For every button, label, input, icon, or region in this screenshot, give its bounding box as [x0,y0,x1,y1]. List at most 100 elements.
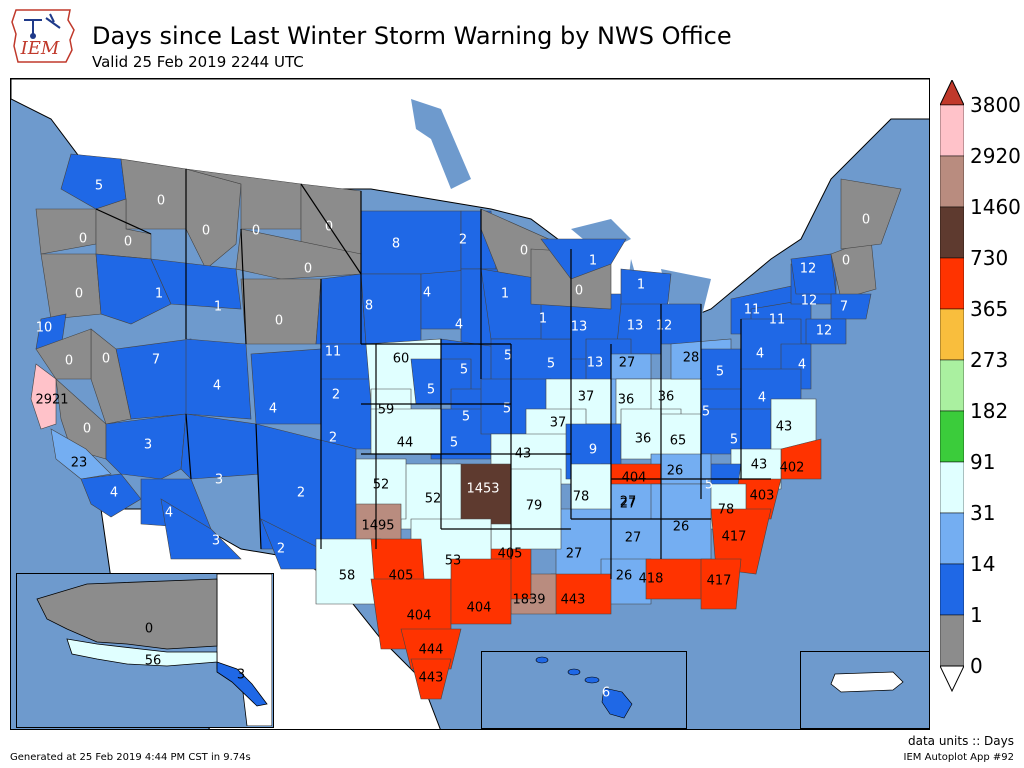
cwa-label-ivx: 36 [658,390,675,405]
cwa-region-twc [160,498,242,560]
lake-winnipeg [411,99,471,189]
state-borders [95,169,771,579]
cwa-label-pbz: 5 [716,365,724,380]
cwa-label-sjt: 405 [389,569,414,584]
puerto-rico-inset [800,651,929,729]
cwa-label-mrx: 26 [667,464,684,479]
cwa-label-eka: 10 [36,321,53,336]
cwa-label-mfr: 0 [75,287,83,302]
cwa-label-oun: 52 [425,492,442,507]
colorbar-bin-365-730 [939,257,965,310]
colorbar-tick-label: 273 [970,348,1009,372]
cwa-label-dvn: 5 [547,357,555,372]
colorbar-bin-91-182 [939,410,965,463]
cwa-label-akq: 43 [776,420,793,435]
colorbar-tick-label: 0 [970,654,983,678]
alaska-map: 0 56 3 [36,573,273,727]
cwa-label-lot: 13 [587,356,604,371]
colorbar-tick-label: 1460 [970,195,1021,219]
cwa-label-dlh: 0 [520,244,528,259]
colorbar-bin-1460-2920 [939,155,965,208]
cwa-region-bro [410,658,452,700]
cwa-region-gjt [250,348,322,425]
cwa-region-mqt [540,238,627,280]
cwa-label-gid: 5 [427,383,435,398]
cwa-label-mob: 26 [616,569,633,584]
cwa-label-rnk: 5 [730,433,738,448]
map-panel: 5 0 0 0 0 0 0 0 0 1 1 0 10 7 0 0 2921 0 23 4 3 4 4 11 2 2 3 4 3 2 2 8 2 8… [10,78,930,730]
cwa-label-rlx: 5 [702,405,710,420]
map-subtitle: Valid 25 Feb 2019 2244 UTC [92,53,304,71]
cwa-label-otx: 0 [157,194,165,209]
cwa-label-ict: 5 [450,436,458,451]
colorbar-bin-182-273 [939,359,965,412]
cwa-label-jax: 417 [707,574,732,589]
hawaii-inset: 6 [481,651,687,729]
cwa-label-epz: 2 [277,542,285,557]
cwa-label-lmk: 36 [635,432,652,447]
colorbar-under-arrow [939,665,965,693]
cwa-label-gyx: 0 [842,254,850,269]
cwa-label-cys: 11 [325,345,342,360]
cwa-label-grr: 13 [627,319,644,334]
cwa-label-ama: 52 [373,478,390,493]
colorbar-bin-31-91 [939,461,965,514]
cwa-label-riw: 0 [275,314,283,329]
cwa-label-ajk: 3 [237,668,245,683]
cwa-region-afc [66,638,218,667]
cwa-region-tfx [185,168,302,230]
cwa-label-ilx: 37 [578,390,595,405]
cwa-label-lch: 1839 [512,593,545,608]
colorbar-tick-label: 91 [970,450,996,474]
cwa-region-car [840,178,902,250]
cwa-label-ohx: 404 [622,471,647,486]
cwa-region-jax [700,558,742,610]
cwa-label-boi: 1 [155,287,163,302]
cwa-label-gsp: 5 [705,478,713,493]
cwa-label-gld: 59 [378,403,395,418]
colorbar-tick-label: 2920 [970,144,1021,168]
iem-logo: IEM [10,6,78,66]
cwa-label-iwx: 27 [620,495,637,510]
cwa-label-bis: 8 [392,237,400,252]
cwa-label-sto: 0 [65,354,73,369]
cwa-label-shv: 405 [498,547,523,562]
cwa-label-hnx: 0 [83,422,91,437]
cwa-label-fgf: 2 [459,233,467,248]
cwa-label-bmx: 27 [625,531,642,546]
cwa-label-jkl: 65 [670,434,687,449]
cwa-label-byz: 0 [304,262,312,277]
cwa-region-sgx [80,473,142,518]
cwa-label-hfo: 6 [602,686,610,701]
cwa-label-pih: 1 [214,300,222,315]
alaska-inset: 0 56 3 [16,573,274,728]
cwa-label-dmx: 5 [504,349,512,364]
cwa-label-sew: 5 [95,179,103,194]
cwa-region-mtr [30,363,57,430]
cwa-label-phi: 4 [798,358,806,373]
cwa-label-lub: 1495 [361,519,394,534]
cwa-label-fwd: 53 [445,554,462,569]
cwa-label-crp: 444 [419,643,444,658]
cwa-label-ind: 27 [619,356,636,371]
cwa-region-afg [36,578,218,650]
cwa-label-slc: 4 [213,379,221,394]
cwa-label-rah: 43 [751,458,768,473]
cwa-label-grb: 0 [575,284,583,299]
colorbar-tick-label: 3800 [970,93,1021,117]
cwa-label-abr: 4 [423,286,431,301]
cwa-label-bou: 2 [332,388,340,403]
cwa-label-pub: 2 [329,431,337,446]
cwa-label-cae: 78 [718,503,735,518]
cwa-label-pah: 9 [589,443,597,458]
cwa-region-okx [805,318,847,345]
cwa-label-meg: 78 [573,490,590,505]
colorbar-svg [939,78,965,693]
cwa-label-aly: 12 [801,294,818,309]
colorbar-bin-0-1 [939,614,965,667]
cwa-label-vef: 3 [144,438,152,453]
units-note: data units :: Days [907,734,1014,748]
cwa-label-ewx: 404 [407,609,432,624]
